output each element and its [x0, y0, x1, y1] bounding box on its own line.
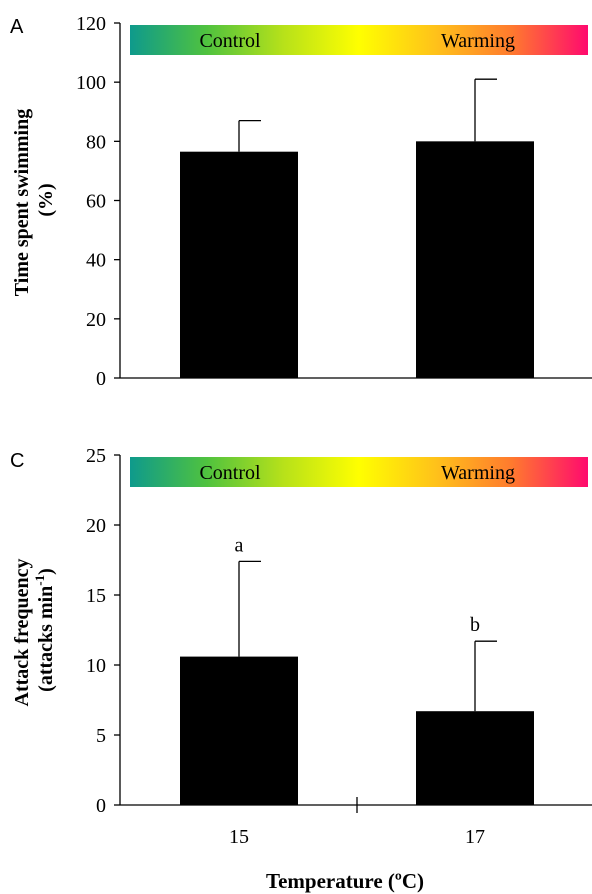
y-tick-label: 20: [86, 515, 106, 537]
bar: [416, 711, 534, 805]
panel-label: C: [10, 450, 24, 472]
bar: [180, 656, 298, 805]
banner-control-label: Control: [199, 30, 261, 52]
y-axis-label-superscript: -1: [32, 575, 47, 586]
y-tick-label: 120: [76, 13, 106, 35]
x-tick-label: 15: [229, 826, 249, 848]
significance-letter: b: [470, 614, 480, 636]
y-tick-label: 80: [86, 131, 106, 153]
condition-banner: [130, 25, 588, 55]
y-axis-label-line1: Time spent swimming: [11, 109, 33, 296]
y-tick-label: 40: [86, 250, 106, 272]
banner-warming-label: Warming: [441, 30, 515, 52]
x-tick-label: 17: [465, 826, 485, 848]
y-tick-label: 0: [96, 368, 106, 390]
panel-label: A: [10, 16, 24, 38]
y-tick-label: 25: [86, 445, 106, 467]
y-axis-label-line2: (attacks min-1): [32, 568, 57, 692]
y-ticks: 0 5 10 15 20 25: [86, 445, 120, 817]
significance-letter: a: [235, 534, 244, 556]
y-tick-label: 20: [86, 309, 106, 331]
banner-control-label: Control: [199, 462, 261, 484]
y-axis-label-line1: Attack frequency: [11, 559, 33, 707]
y-axis-label-line2: (%): [35, 183, 57, 216]
y-tick-label: 10: [86, 655, 106, 677]
y-ticks: 0 20 40 60 80 100 120: [76, 13, 120, 390]
y-axis-label: Attack frequency (attacks min-1): [11, 554, 57, 707]
y-tick-label: 5: [96, 725, 106, 747]
bars: [180, 78, 534, 378]
y-axis-label: Time spent swimming (%): [11, 104, 57, 296]
y-tick-label: 100: [76, 72, 106, 94]
banner-warming-label: Warming: [441, 462, 515, 484]
y-tick-label: 60: [86, 191, 106, 213]
y-tick-label: 0: [96, 795, 106, 817]
bar: [180, 151, 298, 378]
y-tick-label: 15: [86, 585, 106, 607]
condition-banner: [130, 457, 588, 487]
bars: ab: [180, 534, 534, 805]
x-axis-title: Temperature (ºC): [266, 869, 424, 893]
y-axis-label-line2-end: ): [35, 568, 57, 575]
y-axis-label-line2-text: (attacks min: [35, 586, 57, 692]
panel-a: A Control Warming 0 20 40 60 80 100 120 Time s…: [10, 13, 592, 390]
bar: [416, 141, 534, 378]
